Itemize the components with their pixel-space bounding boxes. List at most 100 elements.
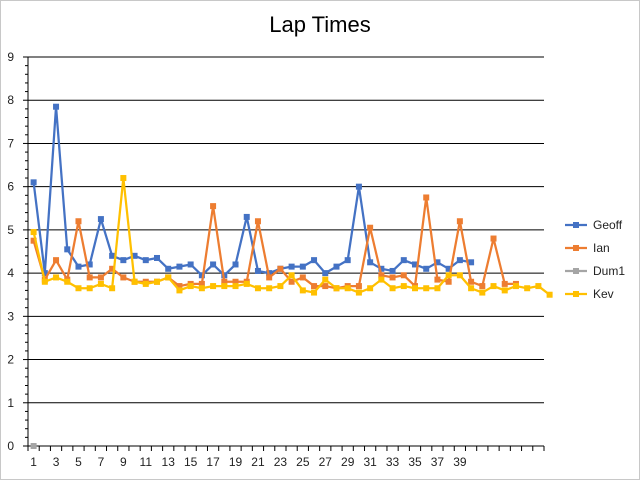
data-point: [490, 283, 497, 290]
data-point: [355, 183, 362, 190]
x-tick-label: 23: [274, 455, 288, 469]
data-point: [344, 257, 351, 264]
legend-label: Kev: [593, 287, 614, 301]
data-point: [243, 213, 250, 220]
y-tick-label: 6: [7, 180, 14, 194]
data-point: [434, 259, 441, 266]
data-point: [355, 283, 362, 290]
series-layer: [30, 103, 553, 449]
data-point: [501, 280, 508, 287]
y-tick-label: 7: [7, 136, 14, 150]
x-tick-label: 13: [162, 455, 176, 469]
data-point: [546, 291, 553, 298]
data-point: [109, 285, 116, 292]
data-point: [187, 261, 194, 268]
y-tick-label: 5: [7, 223, 14, 237]
data-point: [64, 246, 71, 253]
x-tick-label: 21: [251, 455, 265, 469]
y-tick-label: 1: [7, 396, 14, 410]
y-tick-label: 2: [7, 353, 14, 367]
data-point: [311, 257, 318, 264]
data-point: [131, 278, 138, 285]
data-point: [456, 218, 463, 225]
data-point: [434, 276, 441, 283]
data-point: [299, 263, 306, 270]
x-tick-label: 11: [140, 455, 153, 469]
data-point: [86, 261, 93, 268]
data-point: [165, 265, 172, 272]
data-point: [322, 283, 329, 290]
data-point: [142, 257, 149, 264]
data-point: [378, 276, 385, 283]
data-point: [198, 272, 205, 279]
data-point: [142, 280, 149, 287]
data-point: [322, 276, 329, 283]
data-point: [254, 267, 261, 274]
x-tick-label: 35: [408, 455, 422, 469]
x-tick-label: 3: [53, 455, 60, 469]
data-point: [30, 443, 37, 449]
data-point: [86, 285, 93, 292]
data-point: [221, 283, 228, 290]
legend-swatch-marker: [573, 268, 579, 274]
data-point: [445, 272, 452, 279]
x-tick-label: 33: [386, 455, 400, 469]
x-tick-label: 31: [363, 455, 377, 469]
data-point: [333, 263, 340, 270]
data-point: [468, 278, 475, 285]
data-point: [355, 289, 362, 296]
y-tick-label: 8: [7, 93, 14, 107]
data-point: [109, 265, 116, 272]
data-point: [288, 263, 295, 270]
data-point: [30, 237, 37, 244]
data-point: [198, 285, 205, 292]
data-point: [30, 229, 37, 236]
data-point: [400, 272, 407, 279]
data-point: [288, 272, 295, 279]
x-tick-label: 39: [453, 455, 467, 469]
x-tick-label: 29: [341, 455, 355, 469]
data-point: [389, 267, 396, 274]
data-point: [322, 270, 329, 277]
data-point: [30, 179, 37, 186]
data-point: [198, 280, 205, 287]
data-point: [75, 263, 82, 270]
y-tick-label: 4: [7, 266, 14, 280]
data-point: [165, 274, 172, 281]
data-point: [535, 283, 542, 290]
data-point: [367, 259, 374, 266]
data-point: [221, 278, 228, 285]
data-point: [378, 265, 385, 272]
data-point: [288, 278, 295, 285]
data-point: [243, 280, 250, 287]
data-point: [232, 278, 239, 285]
data-point: [53, 257, 60, 264]
legend-label: Dum1: [593, 264, 625, 278]
data-point: [53, 274, 60, 281]
x-tick-label: 17: [206, 455, 220, 469]
data-point: [277, 283, 284, 290]
data-point: [445, 278, 452, 285]
data-point: [423, 265, 430, 272]
data-point: [266, 285, 273, 292]
legend: Geoff Ian Dum1 Kev: [565, 218, 625, 301]
legend-item-dum1: Dum1: [565, 264, 625, 278]
data-point: [299, 274, 306, 281]
data-point: [468, 285, 475, 292]
data-point: [344, 285, 351, 292]
data-point: [400, 257, 407, 264]
legend-swatch-marker: [573, 245, 579, 251]
data-point: [277, 265, 284, 272]
data-point: [120, 274, 127, 281]
x-tick-label: 27: [319, 455, 333, 469]
data-point: [176, 263, 183, 270]
data-point: [254, 285, 261, 292]
data-point: [367, 285, 374, 292]
data-point: [412, 285, 418, 292]
data-point: [311, 289, 318, 296]
data-point: [389, 285, 396, 292]
data-point: [86, 274, 93, 281]
legend-item-geoff: Geoff: [565, 218, 623, 232]
